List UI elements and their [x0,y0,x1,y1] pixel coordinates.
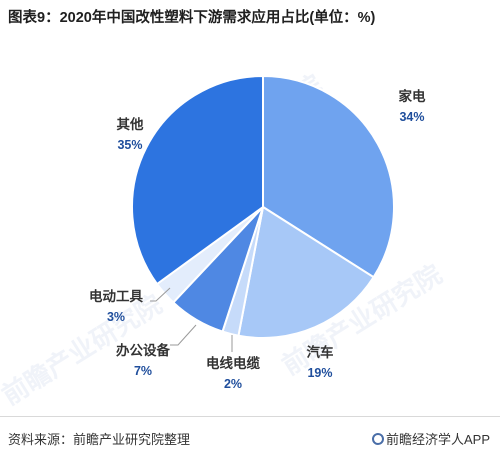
leader-line [150,287,171,302]
slice-label: 电动工具 [89,288,143,304]
pie-slice [237,205,375,339]
slice-value-label: 2% [224,377,242,391]
chart-title: 图表9：2020年中国改性塑料下游需求应用占比(单位：%) [8,10,376,26]
brand-logo-icon [371,433,384,445]
pie-slice [131,74,264,286]
slice-label: 汽车 [307,344,334,360]
leader-line [170,324,197,346]
brand-credit: 前瞻经济学人APP [371,429,490,448]
slice-label: 电线电缆 [206,355,260,371]
slice-value-label: 19% [307,366,332,380]
slice-value-label: 34% [399,110,424,124]
slice-label: 办公设备 [116,342,170,358]
slice-label: 其他 [117,116,144,132]
source-note: 资料来源：前瞻产业研究院整理 [8,432,191,447]
slice-value-label: 7% [134,364,152,378]
slice-label: 家电 [399,88,426,104]
brand-name: 前瞻经济学人APP [385,432,490,447]
slice-value-label: 35% [117,138,142,152]
slice-value-label: 3% [107,310,125,324]
footer: 资料来源：前瞻产业研究院整理 前瞻经济学人APP [0,416,500,455]
